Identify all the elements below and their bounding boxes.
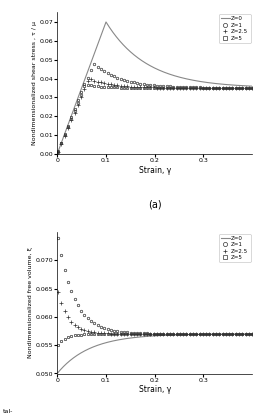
- Text: tal-: tal-: [3, 409, 13, 414]
- Y-axis label: Nondimensionalized shear stress , τ / μ: Nondimensionalized shear stress , τ / μ: [31, 21, 36, 145]
- Legend: Z=0, Z=1, Z=2.5, Z=5: Z=0, Z=1, Z=2.5, Z=5: [219, 234, 251, 262]
- Y-axis label: Nondimensionalized free volume, ξ: Nondimensionalized free volume, ξ: [28, 247, 33, 358]
- X-axis label: Strain, γ: Strain, γ: [139, 386, 171, 394]
- Text: (a): (a): [148, 199, 161, 209]
- X-axis label: Strain, γ: Strain, γ: [139, 166, 171, 175]
- Legend: Z=0, Z=1, Z=2.5, Z=5: Z=0, Z=1, Z=2.5, Z=5: [219, 14, 251, 43]
